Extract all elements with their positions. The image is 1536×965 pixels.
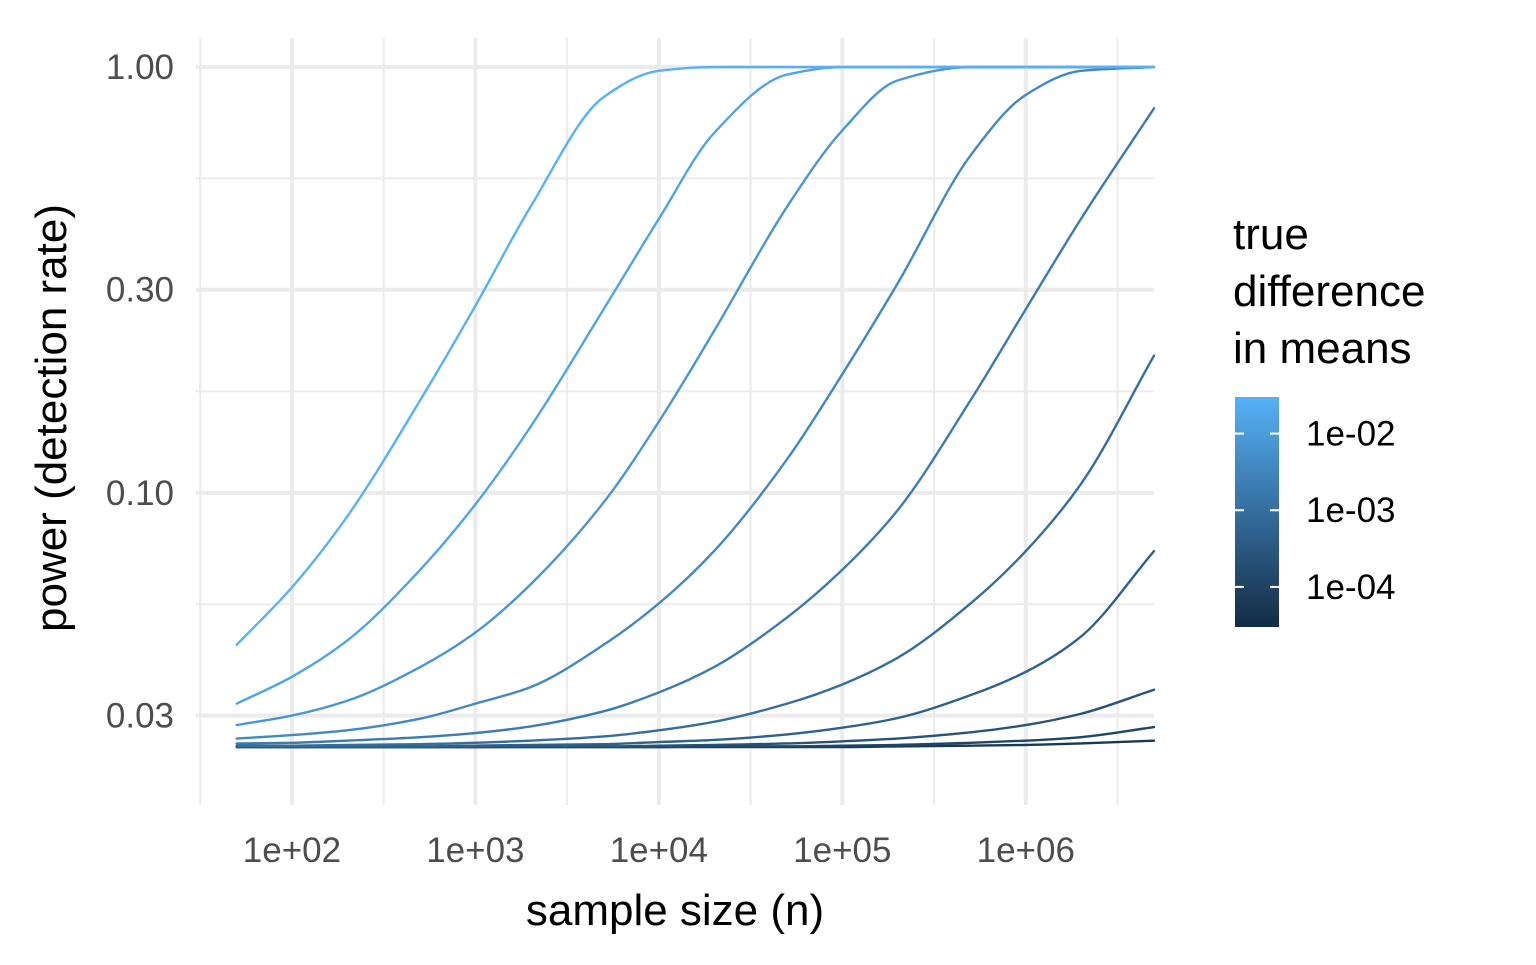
series-line [235,65,1156,705]
y-tick-label: 0.30 [106,271,174,310]
series-line [235,65,1156,727]
series-line [235,549,1156,748]
series-line [235,65,1156,740]
y-tick-label: 0.10 [106,474,174,513]
x-tick-label: 1e+03 [426,831,524,870]
series-line [235,107,1156,745]
legend-title-line-3: in means [1233,324,1412,373]
x-axis-title: sample size (n) [526,886,824,935]
x-tick-label: 1e+05 [793,831,891,870]
y-axis-title: power (detection rate) [27,204,76,632]
legend-tick-label: 1e-04 [1306,568,1396,607]
legend-colorbar-ticks: 1e-02 1e-03 1e-04 [1235,415,1396,607]
y-axis-tick-labels: 0.03 0.10 0.30 1.00 [106,48,174,736]
series-lines [235,65,1156,749]
major-gridlines [196,38,1154,805]
x-axis-tick-labels: 1e+02 1e+03 1e+04 1e+05 1e+06 [243,831,1075,870]
x-tick-label: 1e+02 [243,831,341,870]
legend-title-line-2: difference [1233,267,1425,316]
y-tick-label: 1.00 [106,48,174,87]
legend-colorbar [1235,397,1279,627]
series-line [235,65,1156,646]
legend-title-line-1: true [1233,210,1309,259]
y-tick-label: 0.03 [106,697,174,736]
x-tick-label: 1e+06 [977,831,1075,870]
x-tick-label: 1e+04 [610,831,708,870]
legend-tick-label: 1e-02 [1306,415,1396,454]
minor-gridlines [196,38,1154,805]
legend: true difference in means 1e-02 1e-03 1e-04 [1233,210,1425,627]
series-line [235,354,1156,747]
legend-tick-label: 1e-03 [1306,491,1396,530]
